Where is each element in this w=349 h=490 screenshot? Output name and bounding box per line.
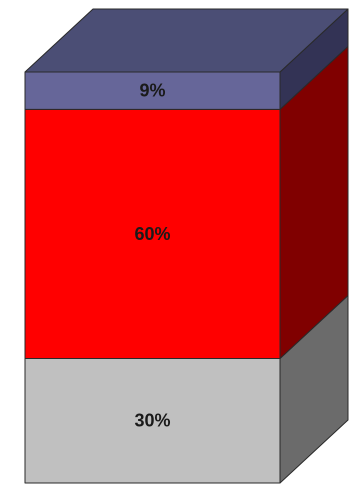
plot-area: 30% 60% 9%	[24, 8, 349, 484]
segment-1-data-label: 30%	[134, 411, 170, 431]
stack-top-face	[24, 8, 349, 73]
segment-3-data-label: 9%	[139, 81, 165, 101]
segment-2-data-label: 60%	[134, 224, 170, 244]
